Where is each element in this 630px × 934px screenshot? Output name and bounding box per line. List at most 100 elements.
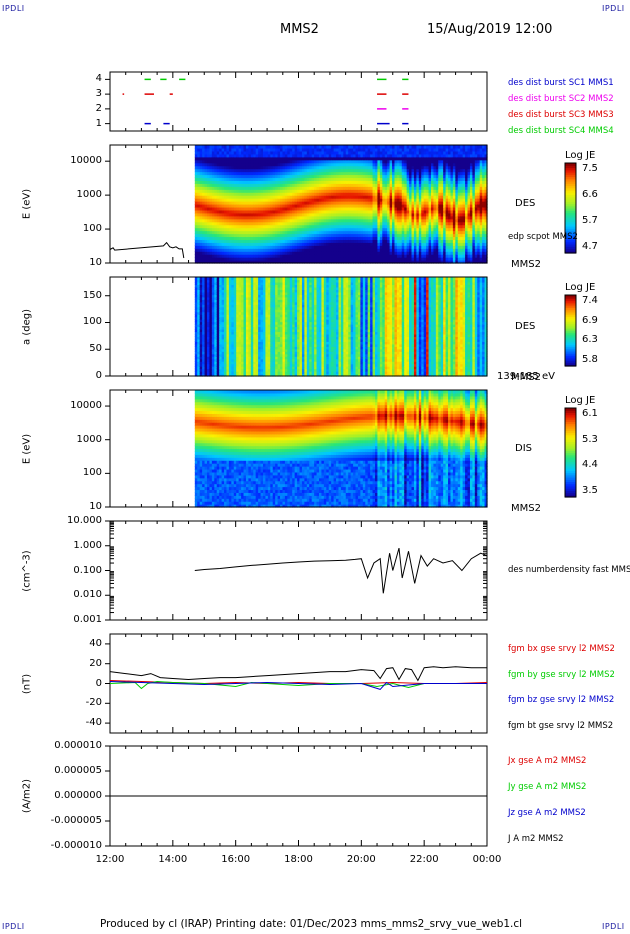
heatmap-cell (270, 221, 274, 226)
heatmap-cell (365, 245, 369, 249)
heatmap-cell (304, 165, 308, 170)
heatmap-cell (311, 180, 315, 184)
heatmap-cell (469, 260, 473, 264)
heatmap-cell (435, 150, 439, 155)
heatmap-cell (265, 183, 269, 187)
heatmap-cell (258, 251, 262, 255)
heatmap-cell (211, 186, 215, 190)
heatmap-cell (250, 186, 254, 190)
heatmap-cell (455, 186, 459, 190)
heatmap-cell (431, 156, 435, 161)
heatmap-cell (367, 201, 371, 205)
heatmap-cell (387, 233, 391, 238)
heatmap-cell (297, 204, 301, 208)
heatmap-cell (331, 260, 335, 264)
heatmap-cell (399, 206, 403, 211)
heatmap-cell (301, 227, 305, 232)
heatmap-cell (241, 153, 245, 158)
heatmap-cell (272, 147, 276, 152)
heatmap-cell (467, 156, 471, 161)
heatmap-cell (377, 168, 381, 173)
heatmap-cell (194, 224, 198, 229)
heatmap-cell (263, 227, 267, 232)
heatmap-cell (211, 162, 215, 167)
heatmap-cell (228, 168, 232, 173)
heatmap-cell (319, 254, 323, 258)
heatmap-cell (194, 145, 198, 149)
heatmap-cell (423, 260, 427, 264)
heatmap-cell (267, 212, 271, 217)
heatmap-cell (316, 189, 320, 193)
heatmap-cell (360, 156, 364, 161)
heatmap-cell (272, 153, 276, 158)
heatmap-cell (345, 147, 349, 152)
heatmap-cell (323, 165, 327, 170)
heatmap-cell (231, 242, 235, 246)
heatmap-cell (214, 192, 218, 196)
heatmap-cell (460, 254, 464, 258)
heatmap-cell (326, 209, 330, 214)
heatmap-cell (304, 254, 308, 258)
heatmap-cell (338, 147, 342, 152)
heatmap-cell (401, 215, 405, 220)
heatmap-cell (202, 230, 206, 235)
heatmap-cell (323, 204, 327, 208)
heatmap-cell (474, 245, 478, 249)
heatmap-cell (316, 218, 320, 223)
heatmap-cell (340, 171, 344, 176)
heatmap-cell (241, 204, 245, 208)
heatmap-cell (321, 212, 325, 217)
heatmap-cell (267, 215, 271, 220)
heatmap-cell (457, 251, 461, 255)
heatmap-cell (396, 248, 400, 252)
heatmap-cell (409, 195, 413, 199)
heatmap-cell (472, 192, 476, 196)
heatmap-cell (209, 174, 213, 179)
heatmap-cell (197, 159, 201, 164)
heatmap-cell (401, 245, 405, 249)
heatmap-cell (328, 245, 332, 249)
heatmap-cell (202, 168, 206, 173)
heatmap-cell (231, 189, 235, 193)
heatmap-cell (287, 195, 291, 199)
heatmap-cell (321, 230, 325, 235)
heatmap-cell (270, 159, 274, 164)
heatmap-cell (272, 227, 276, 232)
heatmap-cell (404, 192, 408, 196)
heatmap-cell (418, 168, 422, 173)
heatmap-cell (472, 260, 476, 264)
heatmap-cell (321, 233, 325, 238)
heatmap-cell (426, 224, 430, 229)
heatmap-cell (365, 224, 369, 229)
heatmap-cell (309, 150, 313, 155)
heatmap-cell (387, 215, 391, 220)
heatmap-cell (462, 174, 466, 179)
heatmap-cell (272, 233, 276, 238)
heatmap-cell (253, 195, 257, 199)
heatmap-cell (224, 239, 228, 243)
heatmap-cell (440, 147, 444, 152)
heatmap-cell (260, 239, 264, 243)
heatmap-cell (404, 180, 408, 184)
heatmap-cell (445, 189, 449, 193)
heatmap-cell (294, 245, 298, 249)
heatmap-cell (253, 189, 257, 193)
heatmap-cell (233, 195, 237, 199)
heatmap-cell (413, 221, 417, 226)
heatmap-cell (299, 159, 303, 164)
heatmap-cell (216, 236, 220, 240)
heatmap-cell (455, 195, 459, 199)
heatmap-cell (214, 212, 218, 217)
heatmap-cell (362, 230, 366, 235)
heatmap-cell (282, 162, 286, 167)
heatmap-cell (248, 201, 252, 205)
heatmap-cell (197, 215, 201, 220)
heatmap-cell (224, 204, 228, 208)
heatmap-cell (216, 192, 220, 196)
heatmap-cell (416, 201, 420, 205)
heatmap-cell (377, 221, 381, 226)
heatmap-cell (245, 206, 249, 211)
heatmap-cell (389, 147, 393, 152)
heatmap-cell (204, 180, 208, 184)
heatmap-cell (443, 239, 447, 243)
